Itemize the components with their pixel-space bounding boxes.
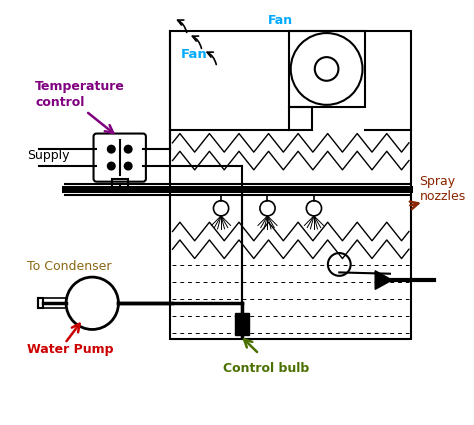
Circle shape: [260, 201, 275, 216]
Circle shape: [291, 33, 363, 105]
Bar: [289, 107, 312, 130]
Bar: [289, 31, 365, 107]
Text: Water Pump: Water Pump: [27, 343, 113, 356]
Bar: [170, 31, 411, 339]
Circle shape: [108, 162, 115, 170]
Circle shape: [315, 57, 338, 81]
Bar: [38, 298, 43, 309]
Circle shape: [66, 277, 118, 329]
Polygon shape: [375, 271, 392, 289]
Bar: [236, 313, 249, 335]
Circle shape: [124, 145, 132, 153]
Text: Supply: Supply: [27, 149, 69, 162]
Bar: [112, 179, 128, 192]
Circle shape: [124, 162, 132, 170]
Text: Spray
nozzles: Spray nozzles: [419, 175, 466, 203]
Text: Control bulb: Control bulb: [223, 362, 310, 375]
Text: Temperature
control: Temperature control: [35, 80, 125, 109]
Circle shape: [213, 201, 228, 216]
Circle shape: [306, 201, 321, 216]
Text: Fan: Fan: [267, 14, 292, 27]
FancyBboxPatch shape: [93, 133, 146, 181]
Text: Fan: Fan: [181, 48, 208, 61]
Circle shape: [328, 253, 351, 276]
Circle shape: [108, 145, 115, 153]
Text: To Condenser: To Condenser: [27, 260, 111, 272]
